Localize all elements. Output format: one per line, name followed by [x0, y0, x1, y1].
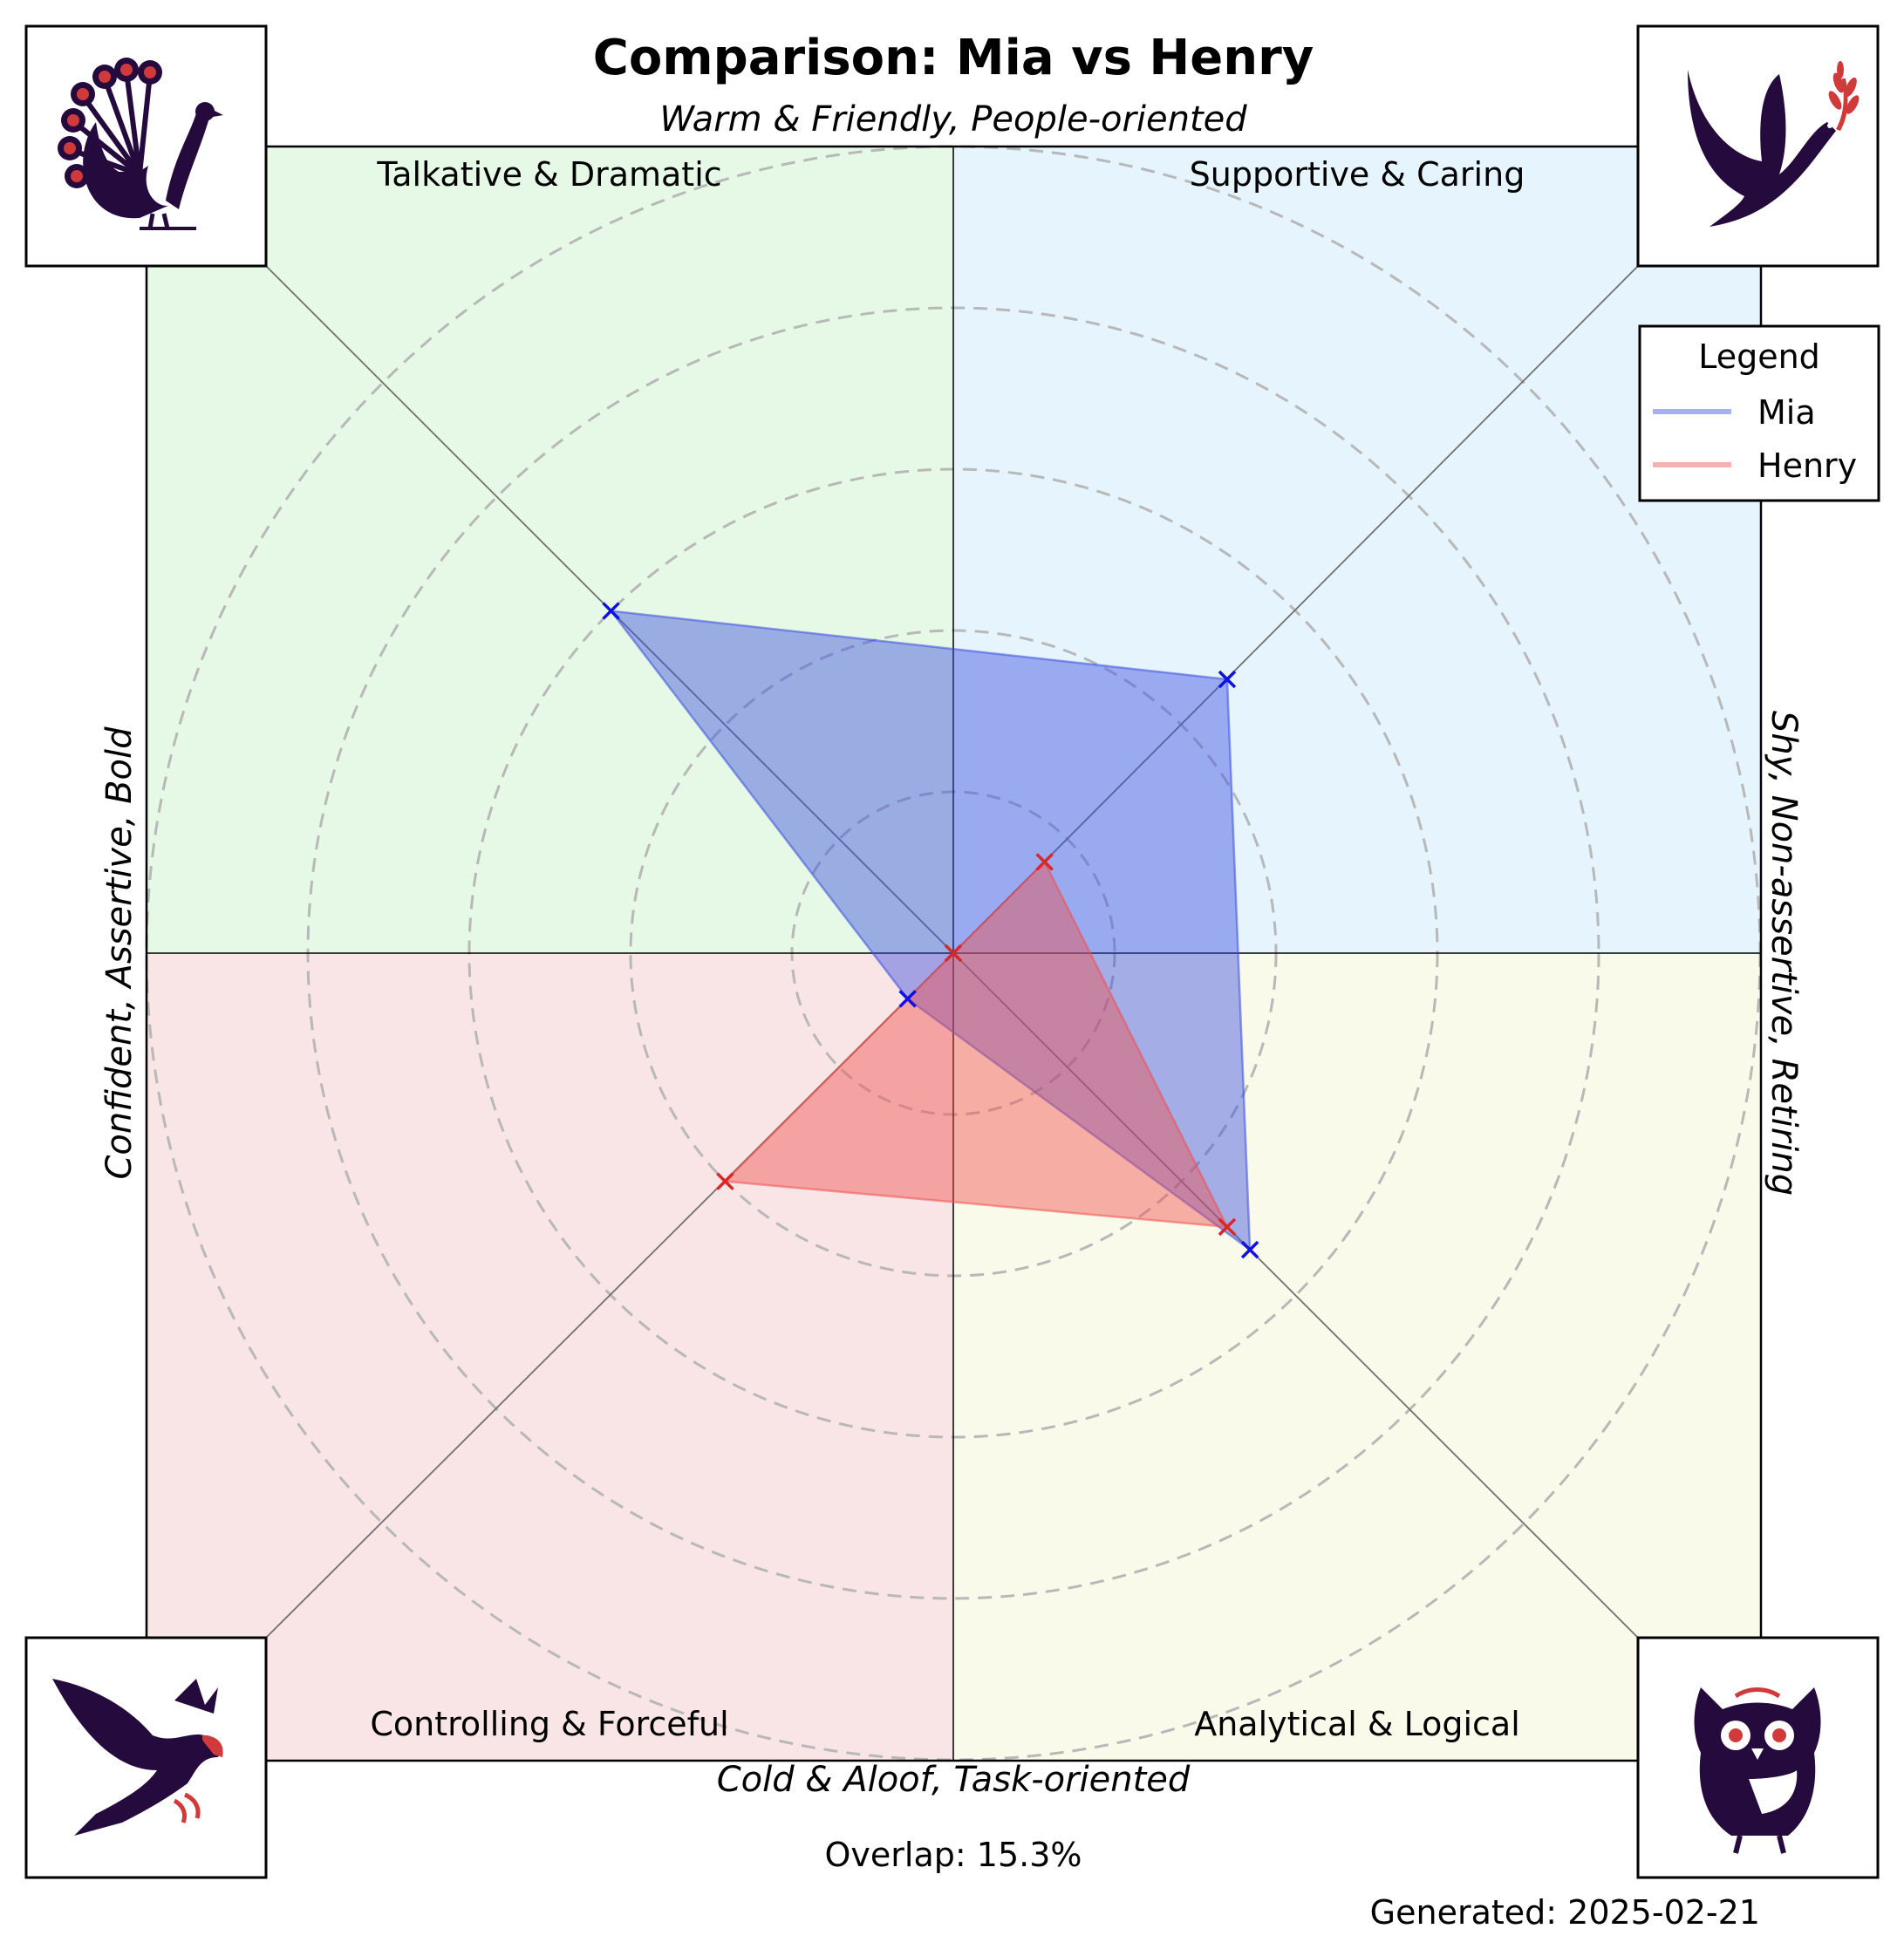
marker-henry-4 — [716, 1172, 734, 1190]
axis-label-top: Warm & Friendly, People-oriented — [659, 99, 1247, 140]
eagle-icon — [52, 1679, 223, 1836]
overlap-text: Overlap: 15.3% — [825, 1836, 1082, 1874]
diagonal-axis-ne — [952, 265, 1639, 954]
dove-icon — [1688, 61, 1860, 227]
chart-title: Comparison: Mia vs Henry — [593, 30, 1314, 86]
quadrant-label-talkative: Talkative & Dramatic — [376, 155, 721, 194]
peacock-icon — [58, 58, 223, 230]
legend: Legend Mia Henry — [1638, 324, 1880, 502]
dove-icon-box — [1636, 24, 1880, 268]
series-layer — [602, 602, 1259, 1259]
quadrant-label-analytical: Analytical & Logical — [1194, 1705, 1520, 1743]
marker-henry-2 — [1035, 853, 1054, 871]
diagonal-axis-se — [952, 952, 1639, 1639]
quadrant-label-supportive: Supportive & Caring — [1190, 155, 1525, 194]
generated-date: Generated: 2025-02-21 — [1370, 1893, 1760, 1932]
peacock-icon-box — [24, 24, 268, 268]
axis-label-left: Confident, Assertive, Bold — [99, 726, 140, 1180]
legend-box — [1638, 324, 1880, 502]
axis-label-bottom: Cold & Aloof, Task-oriented — [717, 1760, 1191, 1800]
marker-henry-1 — [944, 944, 963, 963]
marker-mia-4 — [898, 990, 917, 1008]
axis-label-right: Shy, Non-assertive, Retiring — [1764, 711, 1804, 1196]
marker-mia-1 — [602, 602, 620, 620]
eagle-icon-box — [24, 1636, 268, 1879]
owl-icon — [1694, 1687, 1821, 1854]
owl-icon-box — [1636, 1636, 1880, 1879]
quadrant-layer — [147, 147, 1760, 1760]
legend-title: Legend — [1698, 337, 1820, 376]
marker-henry-3 — [1218, 1217, 1237, 1237]
marker-mia-3 — [1240, 1240, 1259, 1259]
legend-label-henry: Henry — [1757, 446, 1857, 485]
plot-frame — [145, 145, 1763, 1762]
legend-label-mia: Mia — [1757, 393, 1816, 432]
marker-mia-2 — [1218, 670, 1237, 689]
quadrant-label-controlling: Controlling & Forceful — [370, 1705, 728, 1743]
